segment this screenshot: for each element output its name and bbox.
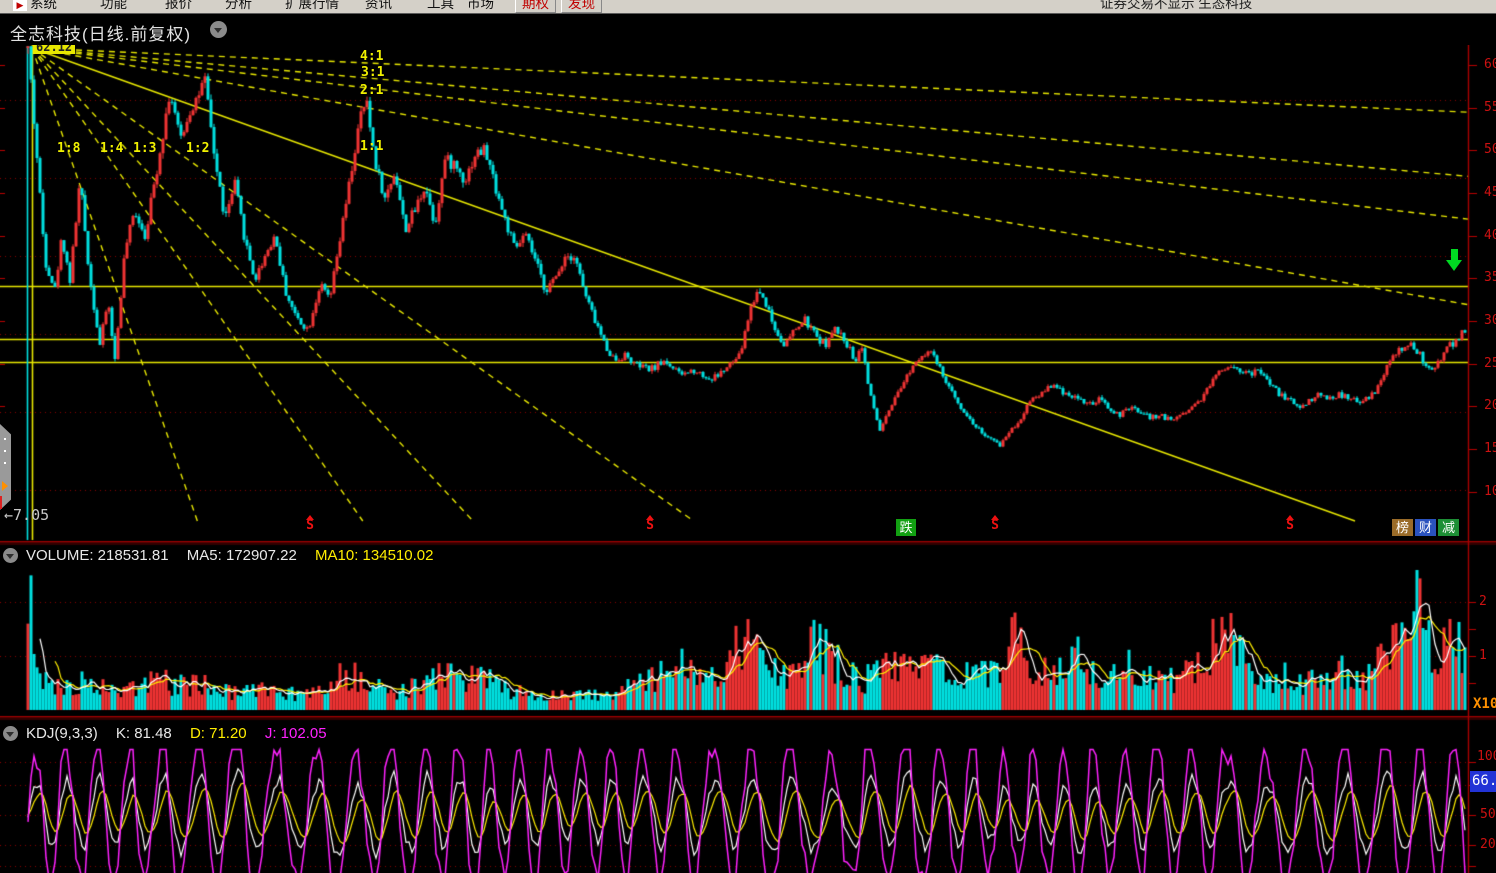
menu-bar: ▶ 证券交易不显示 生态科技 系统 功能 报价 分析 扩展行情 资讯 工具 市场 期权 发现 <box>0 0 1496 14</box>
menu-item-分析[interactable]: 分析 <box>225 0 252 11</box>
kdj-d: D: 71.20 <box>189 725 247 742</box>
gann-ratio-label-1:2: 1:2 <box>186 141 210 156</box>
menu-right-text: 证券交易不显示 生态科技 <box>1100 0 1253 11</box>
sell-signal-marker: S <box>988 515 1002 532</box>
sell-signal-marker: S <box>643 515 657 532</box>
drawer-red-tick <box>0 496 2 509</box>
gann-ratio-label-1:3: 1:3 <box>133 141 157 156</box>
price-axis-label-30: 30 <box>1484 313 1496 328</box>
sell-signal-marker: S <box>303 515 317 532</box>
menu-item-扩展行情[interactable]: 扩展行情 <box>285 0 339 11</box>
price-axis-label-60: 60 <box>1484 57 1496 72</box>
volume-ma10: MA10: 134510.02 <box>315 547 434 564</box>
kdj-axis-label-100: 100 <box>1477 749 1496 764</box>
gann-ratio-label-3:1: 3:1 <box>361 65 385 80</box>
menu-item-期权[interactable]: 期权 <box>515 0 556 13</box>
sell-signal-marker: S <box>1283 515 1297 532</box>
gann-ratio-label-1:8: 1:8 <box>57 141 81 156</box>
kdj-j: J: 102.05 <box>264 725 327 742</box>
title-bar: 全志科技(日线.前复权) <box>0 13 1496 45</box>
price-axis-label-10: 10 <box>1484 484 1496 499</box>
corner-badge-榜[interactable]: 榜 <box>1392 519 1413 536</box>
volume-unit-label: X10 <box>1473 696 1496 712</box>
volume-axis-label-2: 2 <box>1479 594 1487 609</box>
menu-item-资讯[interactable]: 资讯 <box>365 0 392 11</box>
price-axis-label-40: 40 <box>1484 228 1496 243</box>
menu-item-功能[interactable]: 功能 <box>100 0 127 11</box>
drawer-arrow-icon <box>2 481 8 491</box>
gann-ratio-label-1:4: 1:4 <box>100 141 124 156</box>
corner-badge-减[interactable]: 减 <box>1438 519 1459 536</box>
kdj-title: KDJ(9,3,3) <box>26 725 98 742</box>
menu-item-市场[interactable]: 市场 <box>467 0 494 11</box>
volume-axis-label-1: 1 <box>1479 648 1487 663</box>
price-low-marker: ←7.05 <box>4 506 50 524</box>
kdj-axis-label-20: 20 <box>1480 837 1496 852</box>
kdj-header: KDJ(9,3,3) K: 81.48 D: 71.20 J: 102.05 <box>26 725 327 742</box>
kdj-value-box: 66. <box>1470 771 1496 792</box>
app-logo-icon[interactable]: ▶ <box>13 0 27 11</box>
volume-value: VOLUME: 218531.81 <box>26 547 169 564</box>
chart-title[interactable]: 全志科技(日线.前复权) <box>10 25 192 44</box>
gann-ratio-label-4:1: 4:1 <box>360 49 384 64</box>
die-badge: 跌 <box>896 519 916 536</box>
volume-header: VOLUME: 218531.81 MA5: 172907.22 MA10: 1… <box>26 547 433 564</box>
price-axis-label-45: 45 <box>1484 185 1496 200</box>
volume-collapse-icon[interactable] <box>3 548 18 563</box>
menu-item-报价[interactable]: 报价 <box>165 0 192 11</box>
price-axis-label-35: 35 <box>1484 270 1496 285</box>
left-drawer-handle[interactable] <box>0 424 11 510</box>
down-arrow-marker <box>1446 249 1462 271</box>
kdj-axis-label-50: 50 <box>1480 807 1496 822</box>
price-axis-label-15: 15 <box>1484 441 1496 456</box>
kdj-collapse-icon[interactable] <box>3 726 18 741</box>
menu-item-发现[interactable]: 发现 <box>561 0 602 13</box>
price-axis-label-20: 20 <box>1484 398 1496 413</box>
gann-ratio-label-1:1: 1:1 <box>360 139 384 154</box>
corner-badge-财[interactable]: 财 <box>1415 519 1436 536</box>
gann-ratio-label-2:1: 2:1 <box>360 83 384 98</box>
price-axis-label-50: 50 <box>1484 142 1496 157</box>
price-axis-label-25: 25 <box>1484 356 1496 371</box>
price-axis-label-55: 55 <box>1484 100 1496 115</box>
menu-item-工具[interactable]: 工具 <box>427 0 454 11</box>
volume-ma5: MA5: 172907.22 <box>186 547 297 564</box>
menu-item-系统[interactable]: 系统 <box>30 0 57 11</box>
title-chevron-down-icon[interactable] <box>210 21 227 38</box>
kdj-k: K: 81.48 <box>115 725 172 742</box>
